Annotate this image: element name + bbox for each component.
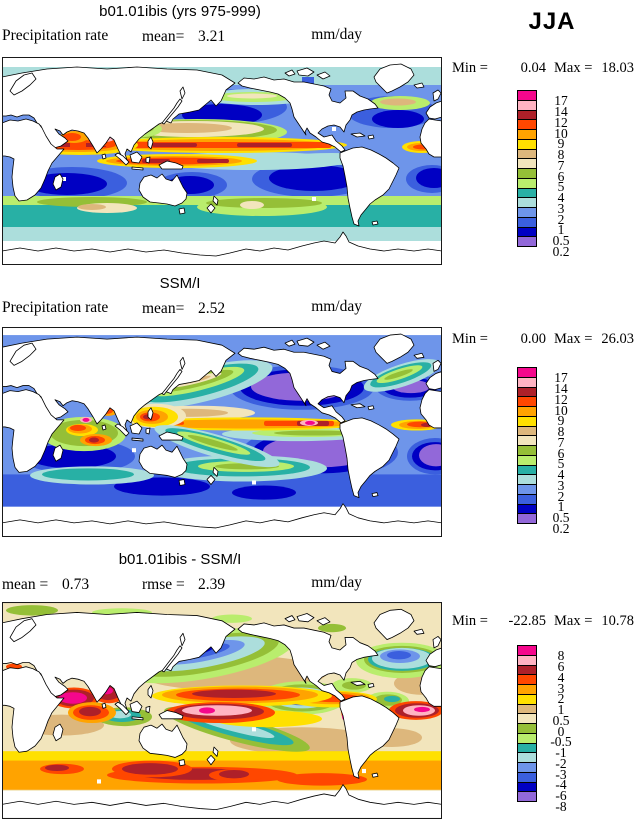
colorbar-tick-label: 12 <box>554 391 568 407</box>
panel1-max-value: 18.03 <box>601 60 634 76</box>
colorbar-tick-label: 4 <box>557 190 565 205</box>
map-ssmi-observations <box>2 327 442 537</box>
colorbar-tick-label: -4 <box>555 777 567 793</box>
colorbar-tick-label: 0 <box>557 723 565 739</box>
colorbar-cell <box>517 791 537 802</box>
colorbar-tick-label: 9 <box>557 136 565 152</box>
panel1-colorbar: 17 14 12 10 9 8 7 6 5 4 3 2 1 0.5 0.2 <box>517 90 607 262</box>
colorbar-cell <box>517 513 537 524</box>
colorbar-tick-label: 2 <box>557 211 565 227</box>
colorbar-tick-label: 17 <box>554 93 568 109</box>
panel3-rmse-value: 2.39 <box>198 576 226 593</box>
panel2-min-label: Min = <box>452 331 488 347</box>
colorbar-tick-label: -8 <box>555 798 567 814</box>
colorbar-tick-label: 1 <box>557 499 565 515</box>
colorbar-tick-label: -2 <box>555 755 567 771</box>
colorbar-tick-label: 0.5 <box>552 712 570 728</box>
colorbar-tick-label: 9 <box>557 413 565 429</box>
colorbar-tick-label: 5 <box>557 456 565 472</box>
colorbar-tick-label: 14 <box>554 104 568 119</box>
panel2-max-label: Max = <box>553 331 593 347</box>
colorbar-tick-label: 3 <box>557 680 565 696</box>
colorbar-cell <box>517 236 537 247</box>
colorbar-tick-label: 14 <box>554 381 568 396</box>
colorbar-tick-label: 6 <box>557 659 565 674</box>
colorbar-tick-label: -0.5 <box>550 734 572 750</box>
colorbar-tick-label: 1 <box>557 702 565 717</box>
panel3-mean-value: 0.73 <box>62 576 90 593</box>
colorbar-tick-label: 10 <box>554 402 568 418</box>
panel1-colorbar-cells <box>517 90 537 247</box>
colorbar-tick-label: 0.5 <box>552 510 570 525</box>
panel3-min-value: -22.85 <box>508 613 546 629</box>
panel2-variable-label: Precipitation rate <box>2 299 109 316</box>
colorbar-tick-label: 17 <box>554 370 568 386</box>
colorbar-tick-label: 0.5 <box>552 233 570 248</box>
panel2-mean-label: mean= <box>142 300 185 317</box>
colorbar-tick-label: 12 <box>554 114 568 130</box>
colorbar-tick-label: 7 <box>557 434 565 450</box>
panel1-min-value: 0.04 <box>520 60 546 76</box>
colorbar-tick-label: 6 <box>557 168 565 184</box>
panel1-mean-label: mean= <box>142 28 185 45</box>
panel1-variable-label: Precipitation rate <box>2 27 109 44</box>
colorbar-tick-label: -3 <box>555 766 567 782</box>
panel2-mean-value: 2.52 <box>198 300 226 317</box>
colorbar-tick-label: 8 <box>557 648 565 664</box>
colorbar-tick-label: -1 <box>555 745 567 760</box>
panel2-colorbar: 17 14 12 10 9 8 7 6 5 4 3 2 1 0.5 0.2 <box>517 367 607 539</box>
map-model-precipitation <box>2 57 442 265</box>
panel3-title: b01.01ibis - SSM/I <box>118 551 242 568</box>
colorbar-tick-label: 3 <box>557 477 565 493</box>
panel3-max-value: 10.78 <box>601 613 634 629</box>
panel2-minmax: Min = 0.00 Max = 26.03 <box>452 331 634 348</box>
colorbar-tick-label: 7 <box>557 157 565 173</box>
colorbar-tick-label: 8 <box>557 424 565 439</box>
colorbar-tick-label: 2 <box>557 691 565 707</box>
colorbar-tick-label: -6 <box>555 788 567 803</box>
panel2-title: SSM/I <box>159 275 201 292</box>
panel2-max-value: 26.03 <box>601 331 634 347</box>
panel1-min-label: Min = <box>452 60 488 76</box>
panel3-max-label: Max = <box>553 613 593 629</box>
colorbar-tick-label: 10 <box>554 125 568 141</box>
colorbar-tick-label: 4 <box>557 669 565 685</box>
panel3-mean-label: mean = <box>2 576 49 593</box>
panel1-minmax: Min = 0.04 Max = 18.03 <box>452 60 634 77</box>
colorbar-tick-label: 0.2 <box>552 520 570 536</box>
panel3-units: mm/day <box>311 574 362 591</box>
colorbar-tick-label: 0.2 <box>552 243 570 259</box>
panel1-title: b01.01ibis (yrs 975-999) <box>99 3 261 20</box>
colorbar-tick-label: 4 <box>557 467 565 482</box>
panel3-min-label: Min = <box>452 613 488 629</box>
colorbar-tick-label: 5 <box>557 179 565 195</box>
panel3-colorbar: 8 6 4 3 2 1 0.5 0 -0.5 -1 -2 -3 -4 -6 -8 <box>517 645 607 817</box>
panel3-colorbar-cells <box>517 645 537 802</box>
panel1-units: mm/day <box>311 26 362 43</box>
colorbar-tick-label: 2 <box>557 488 565 504</box>
panel2-units: mm/day <box>311 298 362 315</box>
panel3-rmse-label: rmse = <box>142 576 185 593</box>
panel1-max-label: Max = <box>553 60 593 76</box>
colorbar-tick-label: 3 <box>557 200 565 216</box>
colorbar-tick-label: 6 <box>557 445 565 461</box>
panel1-mean-value: 3.21 <box>198 28 226 45</box>
map-model-minus-ssmi-difference <box>2 602 442 819</box>
colorbar-tick-label: 8 <box>557 147 565 162</box>
panel3-minmax: Min = -22.85 Max = 10.78 <box>452 613 634 630</box>
season-label: JJA <box>528 8 576 35</box>
panel2-colorbar-cells <box>517 367 537 524</box>
panel2-min-value: 0.00 <box>520 331 546 347</box>
colorbar-tick-label: 1 <box>557 222 565 238</box>
